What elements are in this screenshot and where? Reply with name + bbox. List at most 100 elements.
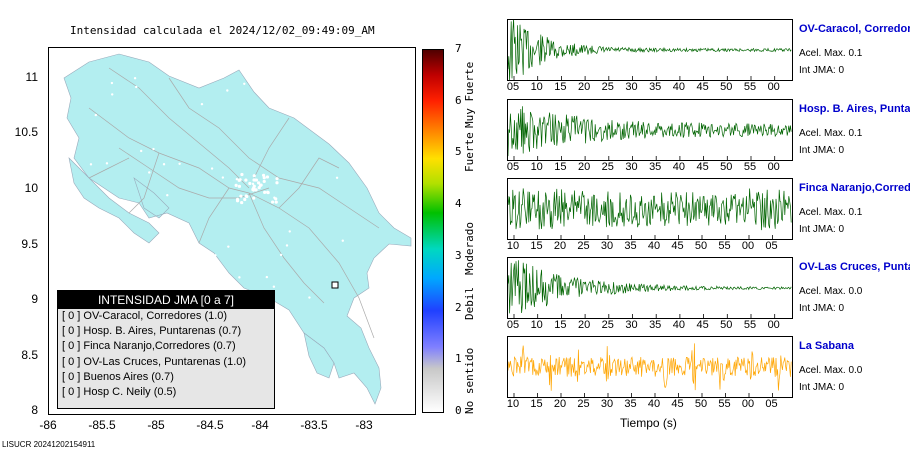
waveform-line bbox=[508, 20, 792, 80]
colorbar-label-no-sentido: No sentido bbox=[463, 347, 476, 414]
city-dot bbox=[285, 244, 289, 247]
city-dot bbox=[266, 190, 270, 194]
trace-tick-label: 55 bbox=[743, 81, 757, 93]
colorbar-label-moderado: Moderado bbox=[463, 222, 476, 275]
trace-tick-label: 55 bbox=[718, 398, 731, 410]
trace-tick-label: 20 bbox=[577, 319, 591, 331]
intensity-legend: INTENSIDAD JMA [0 a 7] [ 0 ] OV-Caracol,… bbox=[57, 290, 275, 409]
trace-tick-label: 30 bbox=[625, 319, 638, 331]
seismogram-trace bbox=[507, 178, 793, 240]
city-dot bbox=[252, 184, 256, 188]
trace-tick-label: 00 bbox=[767, 319, 780, 331]
trace-tick-label: 10 bbox=[506, 398, 520, 410]
station-name: Finca Naranjo,Corredores bbox=[799, 182, 910, 194]
trace-tick-label: 05 bbox=[506, 161, 520, 173]
colorbar-tick: 5 bbox=[455, 145, 462, 159]
station-jma-intensity: Int JMA: 0 bbox=[799, 382, 845, 393]
trace-tick-label: 40 bbox=[647, 240, 661, 252]
city-dot bbox=[152, 276, 155, 279]
station-max-accel: Acel. Max. 0.1 bbox=[799, 48, 863, 59]
seismogram-trace bbox=[507, 19, 793, 81]
trace-tick-label: 35 bbox=[649, 161, 662, 173]
trace-tick-label: 10 bbox=[530, 161, 543, 173]
city-dot bbox=[135, 85, 138, 89]
city-dot bbox=[262, 176, 266, 180]
city-dot bbox=[240, 200, 244, 205]
trace-tick-label: 10 bbox=[530, 81, 543, 93]
city-dot bbox=[221, 176, 225, 179]
legend-item: [ 0 ] OV-Caracol, Corredores (1.0) bbox=[62, 310, 228, 322]
trace-tick-label: 55 bbox=[718, 240, 731, 252]
station-marker bbox=[331, 281, 339, 289]
trace-tick-label: 15 bbox=[530, 398, 543, 410]
trace-tick-label: 15 bbox=[530, 240, 543, 252]
city-dot bbox=[309, 109, 312, 112]
city-dot bbox=[259, 183, 263, 187]
city-dot bbox=[262, 179, 266, 184]
trace-tick-label: 45 bbox=[696, 161, 709, 173]
colorbar-tick: 0 bbox=[455, 404, 462, 417]
city-dot bbox=[111, 93, 114, 96]
station-name: OV-Caracol, Corredores bbox=[799, 23, 910, 35]
city-dot bbox=[263, 190, 267, 195]
trace-tick-label: 15 bbox=[554, 319, 567, 331]
costa-rica-landmass bbox=[63, 53, 412, 405]
trace-tick-label: 35 bbox=[649, 81, 662, 93]
station-name: Hosp. B. Aires, Puntarenas bbox=[799, 103, 910, 115]
station-jma-intensity: Int JMA: 0 bbox=[799, 224, 845, 235]
city-dot bbox=[252, 174, 256, 178]
trace-tick-label: 35 bbox=[649, 319, 662, 331]
waveform-line bbox=[508, 106, 792, 157]
colorbar-label-debil: Debil bbox=[463, 286, 476, 320]
legend-item: [ 0 ] Buenos Aires (0.7) bbox=[62, 370, 174, 383]
station-jma-intensity: Int JMA: 0 bbox=[799, 145, 845, 156]
city-dot bbox=[110, 81, 114, 85]
colorbar-tick: 6 bbox=[455, 93, 462, 107]
city-dot bbox=[214, 254, 217, 257]
city-dot bbox=[239, 194, 243, 198]
station-jma-intensity: Int JMA: 0 bbox=[799, 65, 845, 76]
city-dot bbox=[323, 111, 327, 115]
trace-tick-label: 30 bbox=[600, 398, 614, 410]
city-dot bbox=[227, 245, 230, 248]
waveform-line bbox=[508, 260, 792, 314]
colorbar-tick: 7 bbox=[455, 42, 462, 55]
trace-tick-label: 05 bbox=[765, 398, 778, 410]
trace-tick-label: 50 bbox=[720, 81, 733, 93]
city-dot bbox=[279, 253, 283, 257]
city-dot bbox=[271, 200, 275, 204]
city-dot bbox=[248, 181, 252, 186]
legend-item: [ 0 ] OV-Las Cruces, Puntarenas (1.0) bbox=[62, 355, 247, 368]
map-x-tick: -83.5 bbox=[300, 418, 328, 432]
time-axis-label: Tiempo (s) bbox=[620, 416, 677, 430]
trace-tick-label: 00 bbox=[767, 161, 780, 173]
trace-tick-label: 00 bbox=[741, 240, 755, 252]
trace-tick-label: 05 bbox=[506, 81, 520, 93]
trace-tick-label: 50 bbox=[720, 319, 733, 331]
trace-tick-label: 35 bbox=[624, 398, 637, 410]
trace-tick-label: 45 bbox=[696, 319, 709, 331]
colorbar-tick: 3 bbox=[455, 248, 462, 262]
city-dot bbox=[275, 181, 279, 185]
map-y-tick: 8.5 bbox=[21, 348, 38, 362]
trace-tick-label: 45 bbox=[671, 240, 684, 252]
trace-tick-label: 40 bbox=[672, 81, 686, 93]
trace-tick-label: 20 bbox=[553, 240, 567, 252]
city-dot bbox=[308, 296, 311, 299]
city-dot bbox=[238, 178, 242, 182]
city-dot bbox=[240, 172, 244, 177]
trace-tick-label: 10 bbox=[530, 319, 543, 331]
city-dot bbox=[265, 275, 269, 279]
legend-title: INTENSIDAD JMA [0 a 7] bbox=[58, 291, 274, 309]
map-y-tick: 9 bbox=[31, 292, 38, 306]
city-dot bbox=[257, 181, 261, 185]
map-y-tick: 8 bbox=[31, 403, 38, 417]
city-dot bbox=[96, 220, 99, 224]
trace-tick-label: 25 bbox=[601, 161, 614, 173]
city-dot bbox=[105, 162, 109, 165]
trace-tick-label: 25 bbox=[577, 398, 590, 410]
trace-tick-label: 45 bbox=[696, 81, 709, 93]
map-x-tick: -84 bbox=[251, 418, 269, 432]
trace-tick-label: 50 bbox=[694, 398, 708, 410]
trace-tick-label: 00 bbox=[741, 398, 755, 410]
